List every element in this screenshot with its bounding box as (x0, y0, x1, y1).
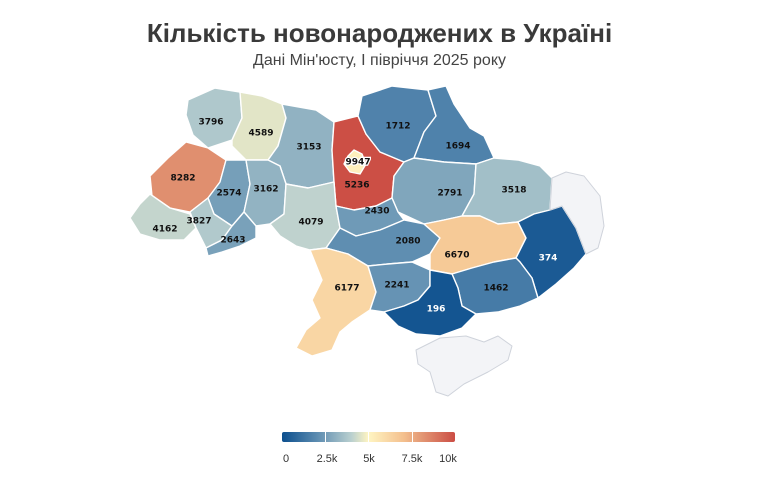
region-value-label: 3796 (198, 118, 223, 128)
legend-tick (368, 432, 369, 442)
region-value-label: 8282 (170, 174, 195, 184)
legend-label-0: 0 (282, 453, 290, 465)
region-value-label: 1462 (483, 284, 508, 294)
region-value-label: 3518 (501, 186, 526, 196)
region-value-label: 1694 (445, 142, 470, 152)
labels-layer: 3796 4589 3153 9947 1712 1694 8282 2574 3162 5236… (152, 118, 557, 315)
region-luhansk[interactable] (549, 171, 605, 255)
region-value-label: 3153 (296, 143, 321, 153)
region-value-label: 3162 (253, 185, 278, 195)
map-subtitle: Дані Мін'юсту, I півріччя 2025 року (253, 52, 506, 69)
region-value-label: 2241 (384, 281, 409, 291)
region-value-label: 3827 (186, 217, 211, 227)
region-value-label: 2643 (220, 236, 245, 246)
legend-label-7500: 7.5k (401, 453, 423, 465)
region-value-label: 4589 (248, 129, 273, 139)
regions-layer (129, 85, 605, 397)
region-value-label: 4162 (152, 225, 177, 235)
legend-label-10000: 10k (439, 453, 457, 465)
region-value-label: 4079 (298, 218, 323, 228)
region-value-label: 6670 (444, 251, 469, 261)
region-zakarpattia[interactable] (129, 193, 197, 241)
legend-tick (412, 432, 413, 442)
region-value-label: 196 (427, 305, 446, 315)
map-title: Кількість новонароджених в Україні (146, 18, 613, 48)
region-value-label: 2791 (437, 189, 462, 199)
region-value-label: 374 (539, 254, 558, 264)
region-value-label: 2430 (364, 207, 389, 217)
legend-label-2500: 2.5k (316, 453, 338, 465)
region-value-label: 6177 (334, 284, 359, 294)
region-value-label: 2574 (216, 189, 241, 199)
region-kyiv-city[interactable] (343, 149, 367, 175)
region-value-label: 2080 (395, 237, 420, 247)
legend-label-5000: 5k (363, 453, 375, 465)
region-value-label: 9947 (345, 158, 370, 168)
region-value-label: 1712 (385, 122, 410, 132)
legend-tick (325, 432, 326, 442)
region-odesa[interactable] (295, 247, 377, 357)
color-legend (282, 432, 455, 442)
region-crimea[interactable] (415, 335, 513, 397)
region-kherson[interactable] (383, 269, 477, 337)
region-chernivtsi[interactable] (205, 211, 257, 257)
region-value-label: 5236 (344, 181, 369, 191)
